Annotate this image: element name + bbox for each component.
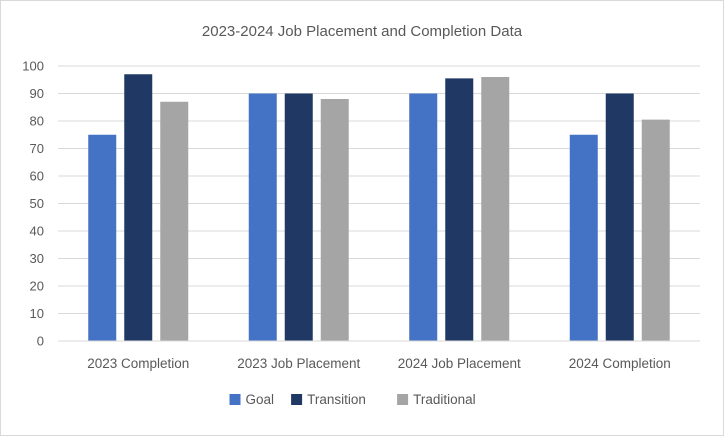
- y-axis-ticks: 0 10 20 30 40 50 60 70 80 90 100: [22, 59, 44, 349]
- y-tick-label: 40: [30, 224, 44, 239]
- y-tick-label: 100: [22, 59, 44, 74]
- bar-goal-1: [88, 134, 117, 341]
- y-tick-label: 10: [30, 306, 44, 321]
- y-tick-label: 0: [37, 334, 44, 349]
- legend-label: Traditional: [413, 392, 476, 407]
- chart-title: 2023-2024 Job Placement and Completion D…: [202, 23, 523, 40]
- category-labels: 2023 Completion 2023 Job Placement 2024 Jo…: [87, 356, 671, 371]
- y-tick-label: 30: [30, 251, 44, 266]
- bar-traditional-3: [481, 77, 510, 341]
- y-tick-label: 20: [30, 279, 44, 294]
- y-tick-label: 50: [30, 196, 44, 211]
- legend-swatch-goal: [229, 394, 241, 405]
- legend-swatch-traditional: [397, 394, 409, 405]
- y-tick-label: 60: [30, 169, 44, 184]
- y-tick-label: 80: [30, 114, 44, 129]
- bar-transition-1: [124, 74, 153, 341]
- category-label: 2024 Completion: [569, 356, 671, 371]
- y-tick-label: 90: [30, 86, 44, 101]
- bar-goal-4: [569, 134, 598, 341]
- bar-transition-4: [605, 93, 634, 341]
- bar-goal-3: [409, 93, 438, 341]
- bar-traditional-1: [160, 101, 189, 341]
- bar-goal-2: [248, 93, 277, 341]
- legend: Goal Transition Traditional: [229, 392, 476, 407]
- legend-label: Goal: [246, 392, 275, 407]
- bars: [88, 74, 670, 341]
- bar-traditional-2: [320, 99, 349, 341]
- category-label: 2023 Completion: [87, 356, 189, 371]
- y-tick-label: 70: [30, 141, 44, 156]
- category-label: 2023 Job Placement: [237, 356, 360, 371]
- bar-traditional-4: [641, 119, 670, 341]
- bar-transition-3: [445, 78, 474, 341]
- legend-swatch-transition: [291, 394, 303, 405]
- gridlines: [58, 65, 700, 314]
- legend-label: Transition: [307, 392, 366, 407]
- category-label: 2024 Job Placement: [398, 356, 521, 371]
- bar-transition-2: [284, 93, 313, 341]
